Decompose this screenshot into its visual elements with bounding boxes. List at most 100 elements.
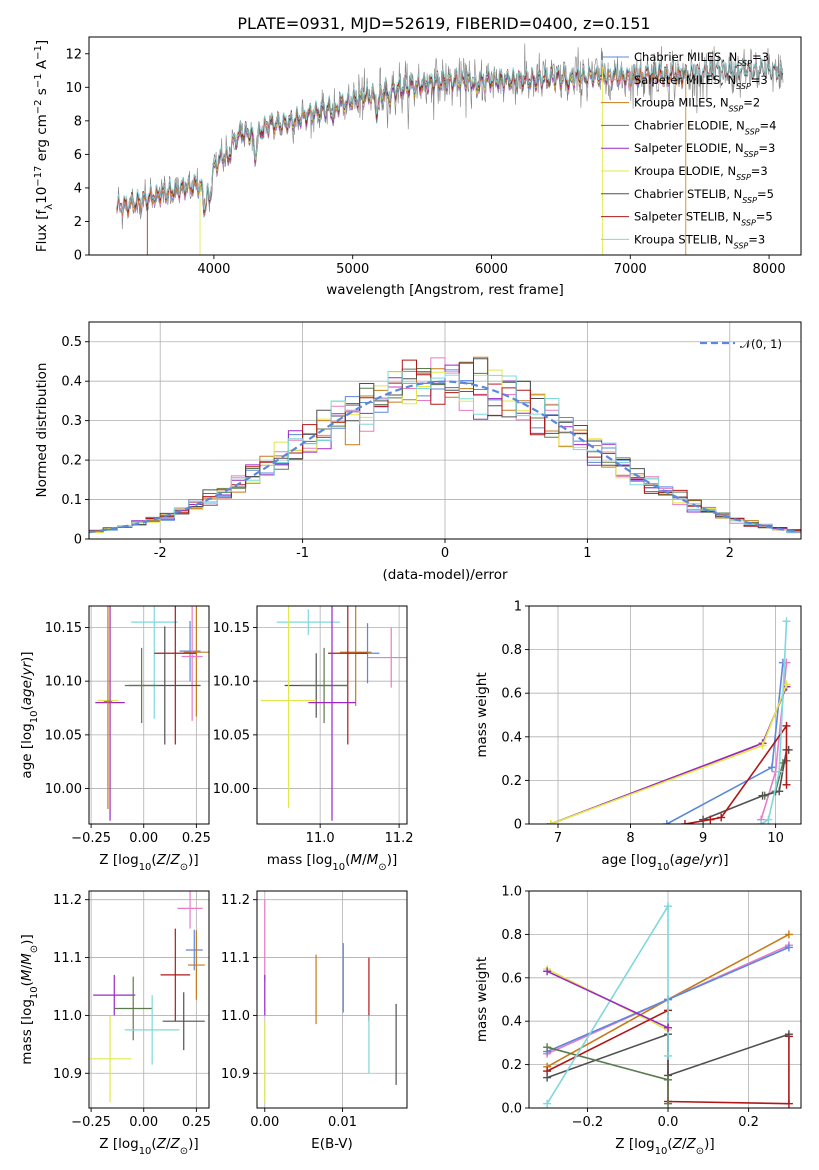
y-tick-label: 11.2 [221,893,250,908]
label-part: ( [19,981,35,986]
label-part: log [19,723,35,744]
legend-nssp: =3 [752,50,769,64]
label-part: ⊙ [29,945,40,953]
x-tick-label: 0.00 [250,1115,279,1130]
gauss-legend-label: 𝒩(0, 1) [740,337,782,351]
label-part: −2 [33,99,44,114]
histogram-kroupa-stelib [89,371,801,534]
label-part: / [166,1136,171,1152]
label-part: M [350,852,362,868]
y-tick-label: 10.00 [213,782,250,797]
x-tick-label: 0.01 [328,1115,357,1130]
label-part: mass weight [474,957,490,1042]
y-tick-label: 0.2 [61,454,82,469]
mass-weight-vs-metallicity-panel: −0.2 0.0 0.20.00.20.40.60.81.0Z [log10(Z/Z… [474,885,802,1157]
legend-label: Kroupa MILES, NSSP=2 [634,96,760,114]
label-part: s [34,88,50,99]
x-axis-label: Z [log10(Z/Z⊙)] [99,852,198,873]
legend-nssp: =2 [743,96,760,110]
x-tick-label: 0.0 [658,1115,679,1130]
label-part: 10 [139,862,152,873]
label-part: Z [170,1136,181,1152]
label-part: M [367,852,379,868]
weight-line-salpeter-elodie [546,970,669,1029]
x-axis-label: Z [log10(Z/Z⊙)] [615,1136,714,1157]
label-part: mass [ [19,1020,35,1065]
legend-nssp: =3 [748,232,765,246]
label-part: age [ [601,852,636,868]
legend-label: Chabrier STELIB, NSSP=5 [634,187,774,205]
label-part: Z [156,1136,167,1152]
legend-sub: SSP [742,195,757,204]
legend-label: Salpeter ELODIE, NSSP=3 [634,141,775,159]
y-tick-label: 1 [514,600,522,615]
x-tick-label: 8 [626,831,634,846]
y-tick-label: 0.1 [61,493,82,508]
x-axis-label: E(B-V) [311,1136,353,1152]
label-part: / [166,852,171,868]
label-part: Z [156,852,167,868]
label-part: ⊙ [696,1146,704,1157]
y-tick-label: 11.1 [53,951,82,966]
legend-sub: SSP [734,241,749,250]
label-part: ( [669,852,674,868]
legend-nssp: =3 [758,141,775,155]
label-part: Z [686,1136,697,1152]
spectrum-panel: 4000 5000 6000 7000 8000 0 2 4 6 8 10 12 Chabrier MI… [33,36,802,298]
label-part: Flux [f [34,209,50,253]
weight-line-kroupa-stelib [546,903,669,1105]
axes-frame [528,890,802,1109]
plot-area [546,617,793,824]
label-part: )] [19,651,35,662]
y-tick-label: 10.10 [213,675,250,690]
y-axis-label: mass weight [474,672,490,757]
legend-label: Chabrier ELODIE, NSSP=4 [634,118,776,136]
label-part: ⊙ [378,862,386,873]
gaussian-curve [89,380,799,534]
x-axis-label: mass [log10(M/M⊙)] [267,852,397,873]
y-tick-label: 0.3 [61,414,82,429]
x-tick-label: 7 [554,831,562,846]
plot-area [116,43,784,255]
x-tick-label: −0.25 [71,831,111,846]
y-axis-label: Normed distribution [34,363,50,498]
label-part: age [675,852,700,868]
x-tick-label: -2 [154,546,167,561]
x-tick-label: −0.2 [572,1115,604,1130]
y-tick-label: 0 [514,818,522,833]
label-part: log [118,1136,139,1152]
label-part: 10 [332,862,345,873]
legend-sub: SSP [745,127,760,136]
label-part: 10 [657,862,670,873]
label-part: 10 [34,187,50,204]
legend-label: Kroupa ELODIE, NSSP=3 [634,164,768,182]
y-tick-label: 0.6 [501,687,522,702]
legend-name: Salpeter MILES, N [634,73,736,87]
label-part: ( [667,1136,672,1152]
y-tick-label: 10.05 [213,728,250,743]
histogram-salpeter-stelib [89,359,801,532]
x-tick-label: 2 [726,546,734,561]
weight-line-kroupa-elodie [550,684,788,824]
label-part: mass [ [267,852,312,868]
mass-vs-ebv-panel: 0.00 0.01 10.9 11.0 11.1 11.2 E(B-V) [221,890,408,1152]
model-line-chabrier-miles [116,67,687,220]
legend-sub: SSP [736,173,751,182]
label-part: yr [19,661,35,677]
label-part: Z [ [99,1136,118,1152]
label-part: log [636,852,657,868]
axes-frame [88,605,210,825]
legend-label: Chabrier MILES, NSSP=3 [634,50,769,68]
y-tick-label: 4 [74,181,82,196]
y-tick-label: 10.9 [53,1067,82,1082]
label-part: M [19,953,35,965]
label-part: ⊙ [180,862,188,873]
plot-area [260,606,407,821]
y-tick-label: 0.4 [501,1015,522,1030]
label-part: log [634,1136,655,1152]
legend-label: Kroupa STELIB, NSSP=3 [634,232,765,250]
label-part: E(B-V) [311,1136,353,1152]
label-part: )] [718,852,729,868]
